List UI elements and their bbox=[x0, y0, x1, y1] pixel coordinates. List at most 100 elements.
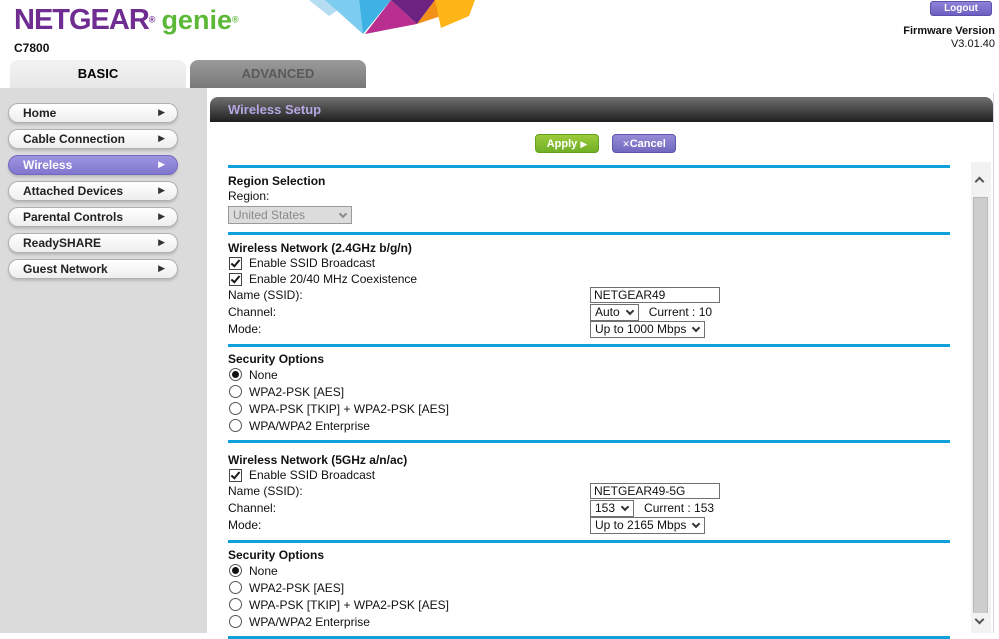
enable-ssid-broadcast-label: Enable SSID Broadcast bbox=[249, 468, 376, 482]
sidebar-item-cable-connection[interactable]: Cable Connection ▶ bbox=[8, 129, 178, 149]
section-divider bbox=[228, 344, 950, 347]
play-arrow-icon: ▶ bbox=[580, 139, 588, 149]
scrollbar-thumb[interactable] bbox=[973, 197, 988, 617]
scroll-down-button[interactable] bbox=[971, 613, 991, 633]
channel-label: Channel: bbox=[228, 501, 277, 515]
channel-select-24[interactable]: Auto bbox=[590, 304, 639, 321]
enable-ssid-broadcast-checkbox-5[interactable] bbox=[229, 468, 242, 482]
security-option-row: WPA-PSK [TKIP] + WPA2-PSK [AES] bbox=[228, 400, 950, 417]
wireless-24ghz-heading: Wireless Network (2.4GHz b/g/n) bbox=[228, 241, 412, 255]
apply-button[interactable]: Apply ▶ bbox=[535, 134, 599, 153]
channel-select-value: 153 bbox=[595, 501, 616, 515]
checkmark-icon bbox=[230, 272, 241, 284]
chevron-right-icon: ▶ bbox=[158, 133, 165, 143]
chevron-right-icon: ▶ bbox=[158, 237, 165, 247]
enable-ssid-broadcast-row: Enable SSID Broadcast bbox=[228, 255, 950, 271]
brand-text: NETGEAR bbox=[14, 4, 150, 36]
security-option-label: WPA/WPA2 Enterprise bbox=[249, 418, 370, 433]
security-option-label: WPA/WPA2 Enterprise bbox=[249, 614, 370, 629]
sidebar-item-label: Parental Controls bbox=[23, 210, 124, 224]
region-selection-heading: Region Selection bbox=[228, 174, 326, 188]
security-option-row: WPA2-PSK [AES] bbox=[228, 579, 950, 596]
chevron-down-icon bbox=[338, 209, 348, 218]
security-enterprise-radio-5[interactable] bbox=[229, 615, 242, 628]
region-select: United States bbox=[228, 206, 352, 224]
channel-current-24: Current : 10 bbox=[648, 305, 713, 319]
channel-current-5: Current : 153 bbox=[644, 501, 715, 515]
mode-select-24[interactable]: Up to 1000 Mbps bbox=[590, 321, 706, 338]
security-option-row: WPA2-PSK [AES] bbox=[228, 383, 950, 400]
chevron-down-icon bbox=[692, 323, 701, 333]
security-none-radio-5[interactable] bbox=[229, 564, 242, 577]
sidebar-item-label: Home bbox=[23, 106, 57, 120]
channel-label: Channel: bbox=[228, 305, 277, 319]
security-option-label: WPA-PSK [TKIP] + WPA2-PSK [AES] bbox=[249, 597, 449, 612]
radio-dot-icon bbox=[232, 567, 239, 574]
registered-mark: ® bbox=[231, 14, 239, 25]
region-select-value: United States bbox=[233, 208, 306, 222]
chevron-down-icon bbox=[625, 306, 634, 316]
enable-coexistence-row: Enable 20/40 MHz Coexistence bbox=[228, 271, 950, 287]
channel-select-value: Auto bbox=[595, 305, 620, 319]
panel-right-border bbox=[993, 93, 994, 633]
security-option-row: None bbox=[228, 562, 950, 579]
security-option-label: None bbox=[249, 367, 278, 382]
sidebar-item-parental-controls[interactable]: Parental Controls ▶ bbox=[8, 207, 178, 227]
channel-row-24: Channel: Auto Current : 10 bbox=[228, 304, 950, 321]
security-wpa2psk-radio-24[interactable] bbox=[229, 385, 242, 398]
sidebar-item-label: Guest Network bbox=[23, 262, 108, 276]
region-label: Region: bbox=[228, 189, 270, 203]
ssid-name-row-5: Name (SSID): bbox=[228, 483, 950, 500]
chevron-up-icon bbox=[974, 176, 985, 187]
tab-basic[interactable]: BASIC bbox=[10, 60, 186, 88]
mode-select-5[interactable]: Up to 2165 Mbps bbox=[590, 517, 706, 534]
cancel-button[interactable]: ✕Cancel bbox=[612, 134, 676, 153]
page-title: Wireless Setup bbox=[210, 97, 993, 122]
mode-select-value: Up to 1000 Mbps bbox=[595, 322, 687, 336]
cancel-button-label: Cancel bbox=[629, 138, 666, 150]
enable-coexistence-label: Enable 20/40 MHz Coexistence bbox=[249, 272, 418, 286]
sidebar-item-label: Cable Connection bbox=[23, 132, 126, 146]
sidebar-item-wireless[interactable]: Wireless ▶ bbox=[8, 155, 178, 175]
chevron-right-icon: ▶ bbox=[158, 185, 165, 195]
scroll-up-button[interactable] bbox=[971, 170, 991, 190]
vertical-scrollbar[interactable] bbox=[971, 162, 991, 633]
enable-ssid-broadcast-checkbox[interactable] bbox=[229, 256, 242, 270]
chevron-right-icon: ▶ bbox=[158, 107, 165, 117]
registered-mark: ® bbox=[148, 14, 156, 25]
chevron-down-icon bbox=[692, 519, 701, 529]
chevron-down-icon bbox=[620, 502, 630, 512]
checkmark-icon bbox=[230, 256, 241, 268]
sidebar: Home ▶ Cable Connection ▶ Wireless ▶ Att… bbox=[0, 88, 207, 633]
ssid-name-input-24[interactable] bbox=[590, 287, 720, 303]
ssid-name-input-5[interactable] bbox=[590, 483, 720, 499]
security-options-heading-24: Security Options bbox=[228, 352, 325, 366]
sidebar-item-readyshare[interactable]: ReadySHARE ▶ bbox=[8, 233, 178, 253]
security-wpapsk-wpa2psk-radio-5[interactable] bbox=[229, 598, 242, 611]
sidebar-item-label: ReadySHARE bbox=[23, 236, 102, 250]
firmware-version-label: Firmware Version bbox=[903, 25, 995, 37]
security-none-radio-24[interactable] bbox=[229, 368, 242, 381]
ssid-name-label: Name (SSID): bbox=[228, 484, 303, 498]
wireless-5ghz-heading: Wireless Network (5GHz a/n/ac) bbox=[228, 453, 408, 467]
sidebar-item-guest-network[interactable]: Guest Network ▶ bbox=[8, 259, 178, 279]
tab-advanced[interactable]: ADVANCED bbox=[190, 60, 366, 88]
section-divider bbox=[228, 232, 950, 235]
security-option-row: WPA/WPA2 Enterprise bbox=[228, 417, 950, 434]
radio-dot-icon bbox=[232, 371, 239, 378]
sidebar-item-attached-devices[interactable]: Attached Devices ▶ bbox=[8, 181, 178, 201]
sidebar-item-home[interactable]: Home ▶ bbox=[8, 103, 178, 123]
logout-button[interactable]: Logout bbox=[930, 1, 992, 16]
mode-row-24: Mode: Up to 1000 Mbps bbox=[228, 321, 950, 338]
security-wpa2psk-radio-5[interactable] bbox=[229, 581, 242, 594]
enable-coexistence-checkbox[interactable] bbox=[229, 272, 242, 286]
mode-select-value: Up to 2165 Mbps bbox=[595, 518, 687, 532]
security-enterprise-radio-24[interactable] bbox=[229, 419, 242, 432]
mode-row-5: Mode: Up to 2165 Mbps bbox=[228, 517, 950, 534]
genie-text: genie bbox=[161, 5, 232, 35]
security-option-row: None bbox=[228, 366, 950, 383]
apply-button-label: Apply bbox=[546, 138, 578, 150]
security-wpapsk-wpa2psk-radio-24[interactable] bbox=[229, 402, 242, 415]
channel-select-5[interactable]: 153 bbox=[590, 500, 635, 517]
checkmark-icon bbox=[230, 468, 241, 480]
